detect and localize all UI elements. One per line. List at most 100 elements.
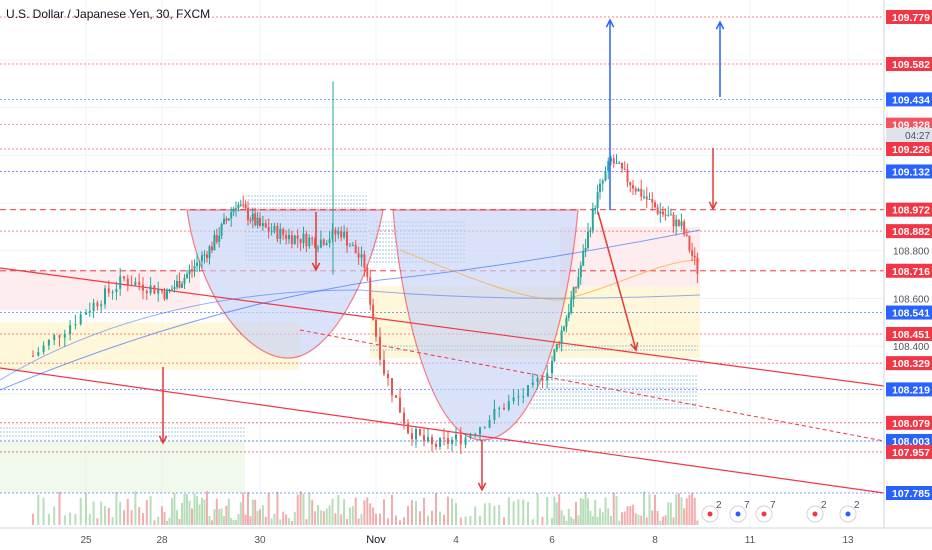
candle-body bbox=[325, 243, 328, 245]
candle-body bbox=[96, 302, 99, 307]
candle-body bbox=[415, 428, 417, 440]
candle-body bbox=[218, 235, 221, 242]
cup-left bbox=[186, 209, 384, 359]
price-level-label[interactable]: 107.957 bbox=[886, 444, 932, 459]
volume-bar bbox=[563, 515, 565, 525]
candle-body bbox=[669, 214, 672, 216]
volume-bar bbox=[669, 502, 672, 525]
candle-body bbox=[469, 435, 472, 438]
volume-bar bbox=[126, 498, 129, 525]
event-badge[interactable]: 2 bbox=[839, 500, 860, 523]
candle-body bbox=[290, 235, 293, 245]
candle-body bbox=[282, 229, 285, 236]
volume-bar bbox=[464, 516, 467, 525]
volume-bar bbox=[474, 506, 477, 525]
price-level-label[interactable]: 108.219 bbox=[886, 382, 932, 397]
event-badge[interactable]: 2 bbox=[806, 500, 827, 523]
candle-body bbox=[311, 237, 314, 239]
candle-body bbox=[607, 161, 610, 172]
candle-body bbox=[88, 311, 91, 313]
candles bbox=[32, 81, 699, 455]
volume-bar bbox=[610, 515, 612, 525]
price-level-label[interactable]: 108.716 bbox=[886, 263, 932, 278]
price-level-label[interactable]: 109.582 bbox=[886, 57, 932, 72]
volume-bar bbox=[443, 514, 445, 525]
price-level-label[interactable]: 109.779 bbox=[886, 10, 932, 24]
volume-bar bbox=[149, 496, 152, 525]
chart-title: U.S. Dollar / Japanese Yen, 30, FXCM bbox=[6, 7, 210, 21]
candle-body bbox=[693, 255, 696, 258]
candle-body bbox=[119, 276, 122, 289]
volume-bar bbox=[85, 493, 87, 525]
candle-body bbox=[591, 208, 594, 231]
volume-bar bbox=[115, 491, 118, 525]
candle-body bbox=[166, 289, 168, 299]
current-time-text: 04:27 bbox=[905, 131, 930, 142]
price-level-label[interactable]: 108.541 bbox=[886, 305, 932, 320]
volume-bar bbox=[654, 494, 656, 525]
candle-body bbox=[551, 360, 553, 374]
candle-body bbox=[379, 336, 381, 360]
candle-body bbox=[439, 437, 441, 447]
price-level-label[interactable]: 109.226 bbox=[886, 142, 932, 157]
price-level-label-text: 108.972 bbox=[892, 205, 930, 217]
price-level-label[interactable]: 108.329 bbox=[886, 356, 932, 371]
volume-bar bbox=[656, 511, 659, 525]
candle-body bbox=[211, 246, 213, 251]
price-level-label-text: 107.785 bbox=[892, 488, 930, 500]
volume-bar bbox=[317, 505, 319, 525]
candle-body bbox=[575, 287, 577, 289]
candle-body bbox=[328, 239, 331, 244]
volume-bar bbox=[343, 499, 346, 525]
candle-body bbox=[661, 211, 664, 215]
event-badge[interactable]: 7 bbox=[729, 500, 750, 523]
candle-body bbox=[227, 218, 230, 221]
candle-body bbox=[555, 343, 558, 351]
volume-bar bbox=[288, 518, 290, 525]
candle-body bbox=[672, 214, 675, 227]
candle-body bbox=[623, 168, 626, 170]
volume-bar bbox=[328, 505, 331, 525]
price-level-label[interactable]: 107.785 bbox=[886, 486, 932, 500]
volume-bar bbox=[575, 501, 577, 525]
candle-body bbox=[215, 235, 218, 242]
price-level-label-text: 108.882 bbox=[892, 226, 930, 238]
volume-bar bbox=[267, 493, 270, 525]
target-arrow-down-4-shaft bbox=[597, 211, 637, 351]
volume-bar bbox=[305, 519, 308, 525]
candle-body bbox=[279, 229, 282, 239]
price-level-label[interactable]: 108.079 bbox=[886, 415, 932, 430]
event-badge[interactable]: 2 bbox=[701, 500, 722, 523]
candle-body bbox=[173, 287, 176, 290]
candle-body bbox=[563, 326, 565, 331]
volume-bar bbox=[69, 512, 72, 525]
candle-body bbox=[340, 231, 343, 238]
candle-body bbox=[63, 333, 66, 338]
volume-bar bbox=[171, 498, 173, 525]
candle-body bbox=[474, 434, 477, 436]
candle-body bbox=[403, 412, 405, 424]
price-level-label[interactable]: 109.132 bbox=[886, 164, 932, 179]
volume-bar bbox=[161, 506, 163, 525]
candle-body bbox=[435, 443, 437, 447]
price-level-label[interactable]: 108.882 bbox=[886, 224, 932, 239]
volume-bar bbox=[334, 513, 337, 525]
price-level-label[interactable]: 108.451 bbox=[886, 327, 932, 342]
volume-bar bbox=[435, 493, 437, 525]
price-level-label[interactable]: 109.434 bbox=[886, 92, 932, 107]
candle-body bbox=[196, 262, 198, 267]
price-level-label-background bbox=[886, 57, 932, 72]
price-level-labels[interactable]: 109.779109.582109.434109.328109.226109.1… bbox=[886, 10, 932, 500]
candle-body bbox=[685, 234, 688, 236]
price-level-label-background bbox=[886, 10, 932, 24]
volume-bar bbox=[157, 516, 160, 525]
price-level-label[interactable]: 108.972 bbox=[886, 202, 932, 217]
volume-bar bbox=[134, 491, 137, 525]
candle-body bbox=[53, 335, 56, 340]
candle-body bbox=[632, 185, 634, 189]
candle-body bbox=[115, 288, 118, 293]
candle-body bbox=[178, 281, 181, 288]
candle-body bbox=[582, 250, 585, 266]
event-badge[interactable]: 7 bbox=[755, 500, 776, 523]
